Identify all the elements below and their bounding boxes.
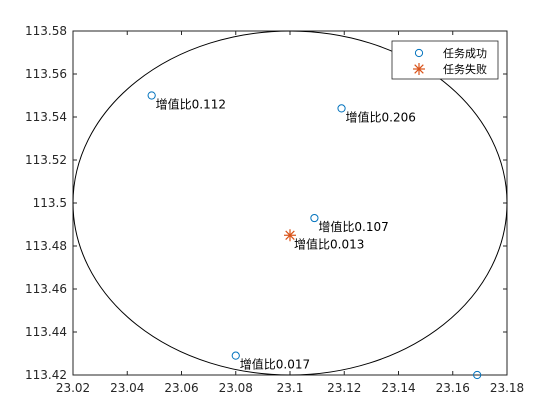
legend-marker-success [414, 48, 424, 58]
y-tick-label: 113.5 [33, 196, 67, 210]
y-tick-label: 113.44 [25, 325, 67, 339]
x-tick-label: 23.12 [327, 381, 361, 395]
x-tick-label: 23.08 [219, 381, 253, 395]
x-tick-label: 23.06 [164, 381, 198, 395]
x-tick-label: 23.04 [110, 381, 144, 395]
success-point [231, 351, 240, 360]
boundary-ellipse [72, 30, 508, 376]
legend-entry-label: 任务失败 [443, 62, 487, 76]
y-tick-label: 113.54 [25, 110, 67, 124]
point-annotation: 增值比0.013 [294, 236, 364, 251]
success-point [337, 104, 346, 113]
point-annotation: 增值比0.107 [318, 219, 388, 234]
x-tick-label: 23.1 [277, 381, 304, 395]
failure-point [284, 229, 296, 242]
y-tick-labels: 113.42 113.44 113.46 113.48 113.5 113.52 113.5… [25, 24, 67, 382]
x-tick-label: 23.14 [381, 381, 415, 395]
legend-entry-label: 任务成功 [443, 47, 487, 60]
x-tick-label: 23.18 [490, 381, 524, 395]
axis-ticks [72, 30, 508, 376]
y-tick-label: 113.52 [25, 153, 67, 167]
legend-marker-failure [413, 63, 425, 75]
plot-content: 增值比0.112 增值比0.206 增值比0.107 增值比0.017 增值比0.013 [72, 30, 508, 380]
x-tick-label: 23.02 [56, 381, 90, 395]
plot-area [72, 30, 508, 376]
point-annotation: 增值比0.017 [240, 357, 310, 372]
success-point [147, 91, 156, 100]
x-tick-labels: 23.02 23.04 23.06 23.08 23.1 23.12 23.14 23.16 2… [56, 381, 524, 395]
point-annotation: 增值比0.206 [346, 109, 416, 124]
x-tick-label: 23.16 [436, 381, 470, 395]
y-tick-label: 113.42 [25, 368, 67, 382]
y-tick-label: 113.56 [25, 67, 67, 81]
point-annotation: 增值比0.112 [156, 97, 226, 112]
y-tick-label: 113.58 [25, 24, 67, 38]
success-point [473, 370, 482, 380]
y-tick-label: 113.46 [25, 282, 67, 296]
y-tick-label: 113.48 [25, 239, 67, 253]
legend-box [391, 40, 499, 80]
success-point [310, 213, 319, 223]
